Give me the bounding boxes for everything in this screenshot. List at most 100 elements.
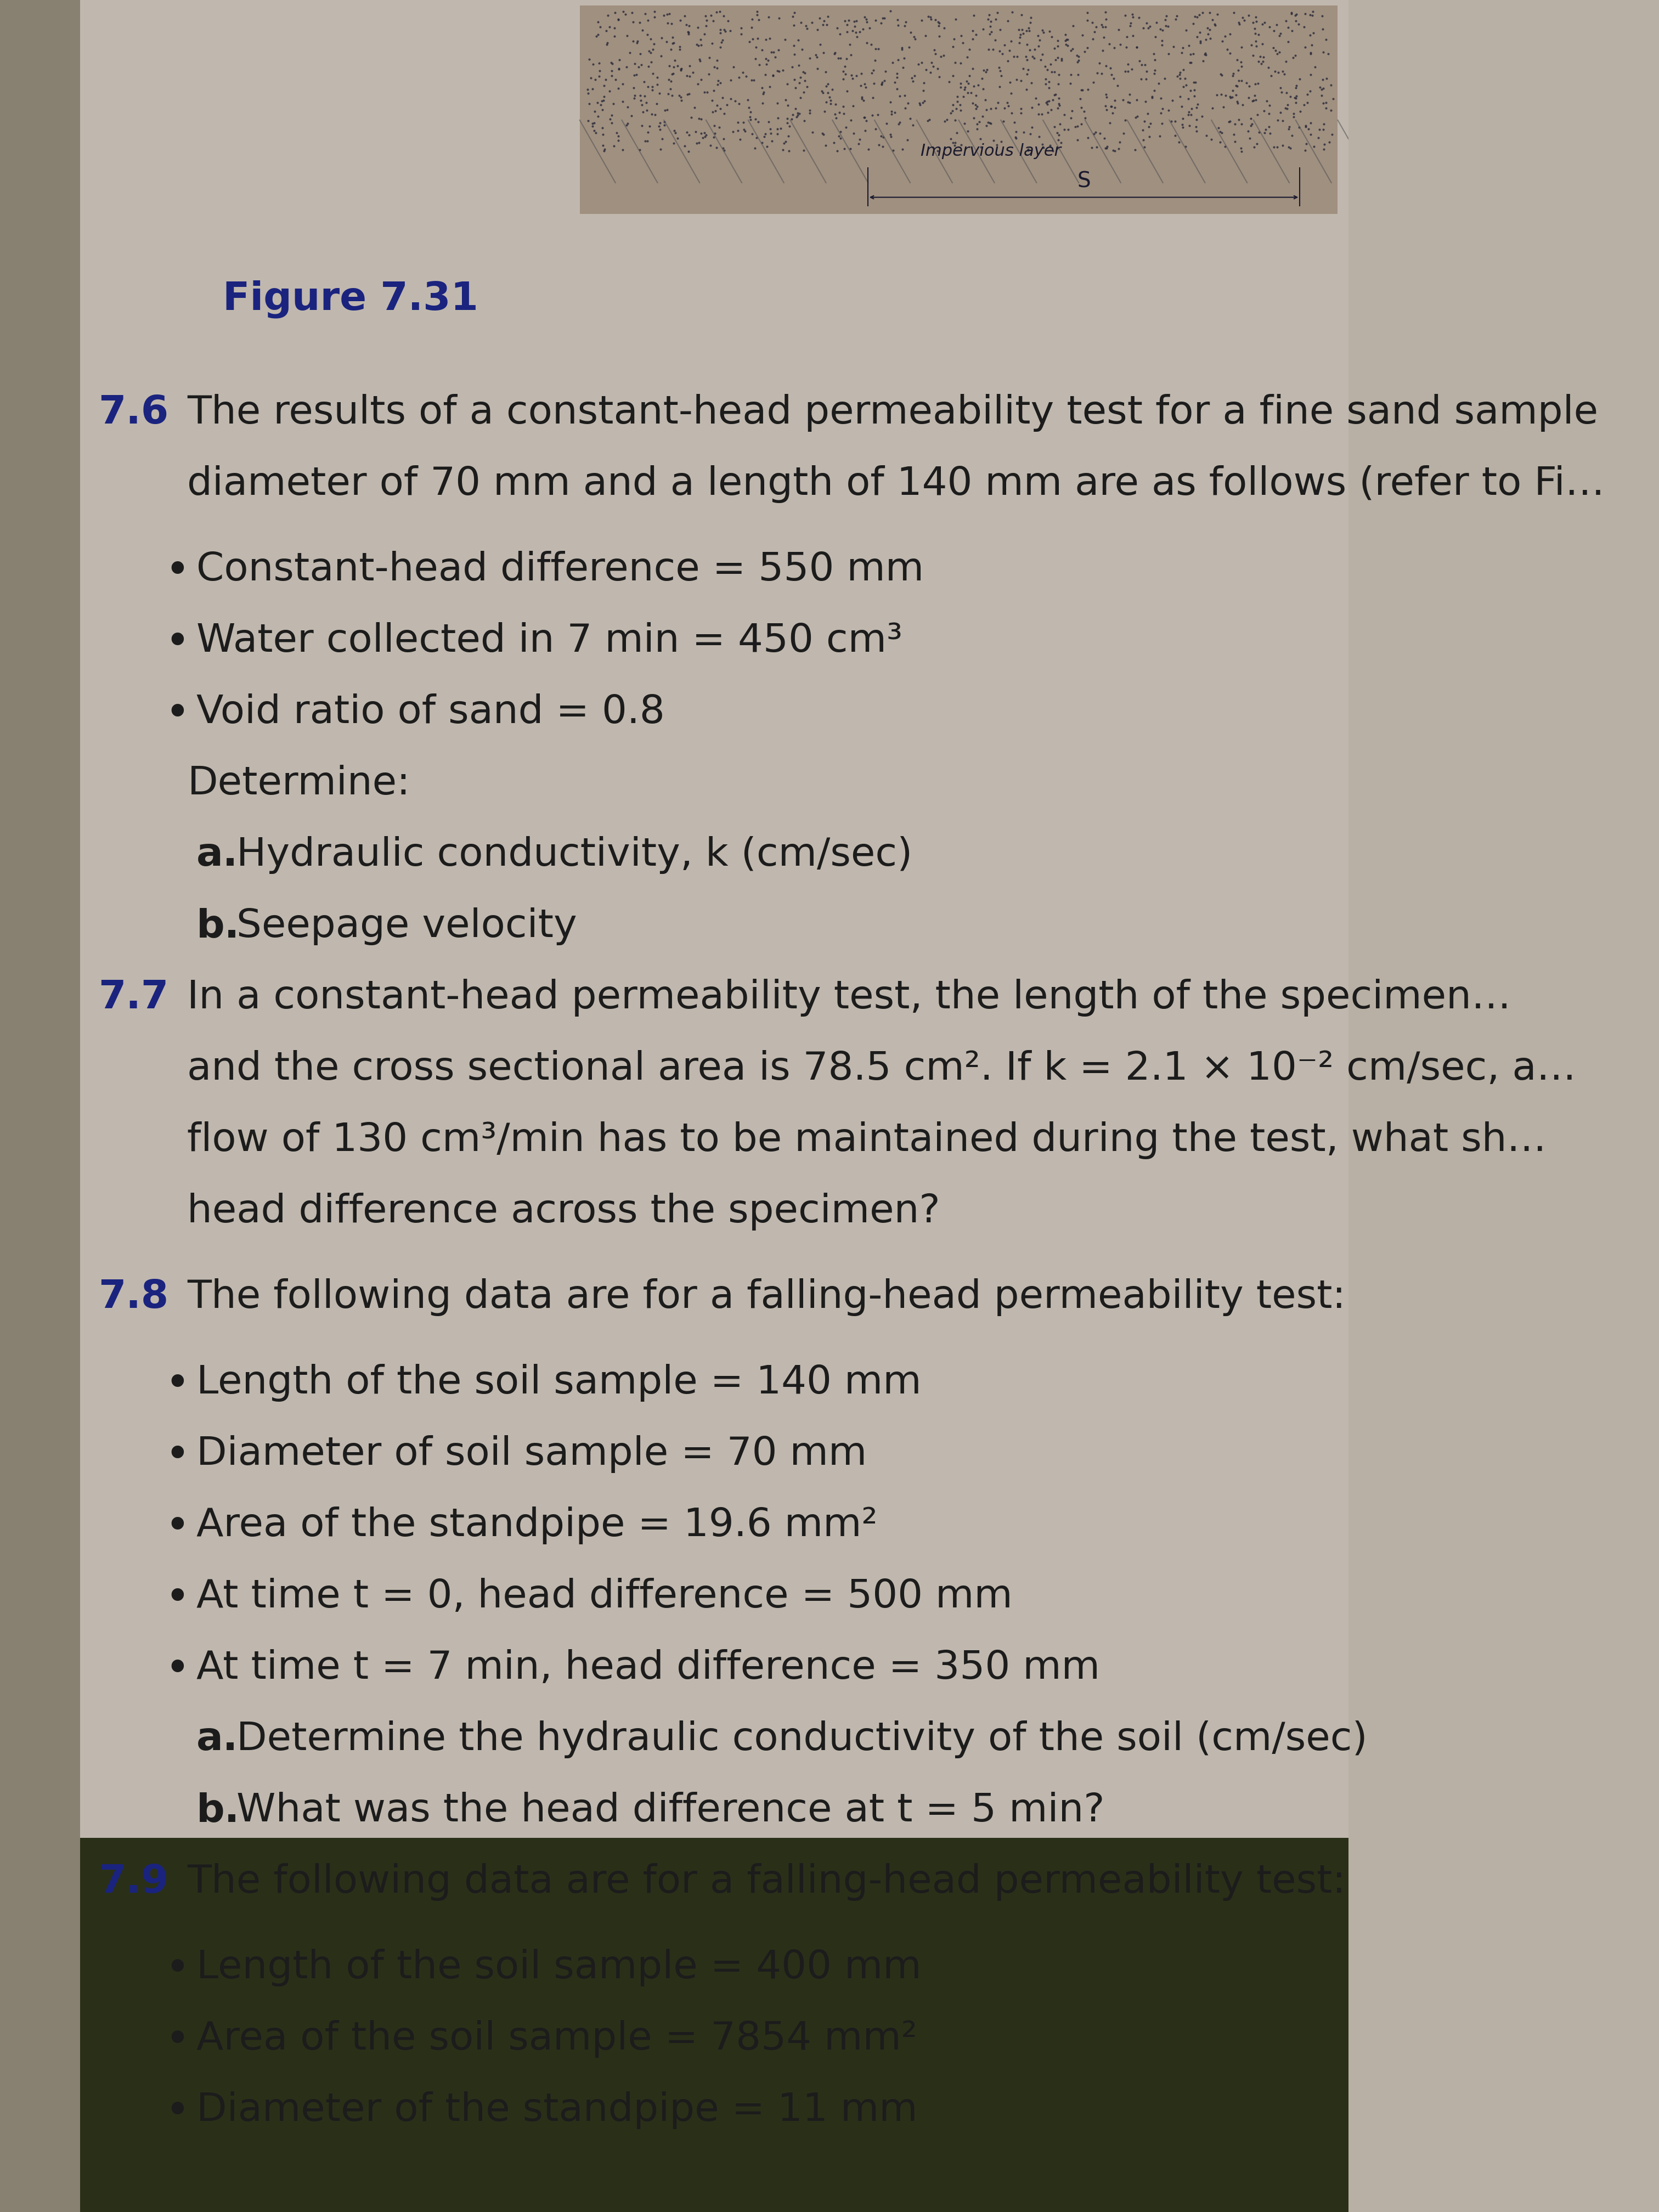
Point	[1267, 15, 1294, 51]
Point	[1039, 93, 1065, 128]
Point	[1282, 2, 1309, 38]
Point	[1234, 113, 1261, 148]
Point	[662, 115, 688, 150]
Point	[1228, 49, 1254, 84]
Point	[1173, 128, 1199, 164]
Point	[826, 95, 853, 131]
Point	[786, 49, 813, 84]
Point	[1153, 0, 1180, 33]
Point	[753, 128, 780, 164]
Text: Hydraulic conductivity, k (cm/sec): Hydraulic conductivity, k (cm/sec)	[236, 836, 912, 874]
Point	[675, 75, 702, 111]
Point	[597, 44, 624, 80]
Point	[649, 122, 675, 157]
Point	[959, 13, 985, 49]
Point	[1146, 119, 1173, 155]
Point	[985, 69, 1012, 104]
Point	[584, 100, 611, 135]
Point	[936, 64, 962, 100]
Point	[599, 97, 625, 133]
Point	[745, 104, 771, 139]
Point	[1317, 66, 1344, 102]
Point	[833, 111, 859, 146]
Point	[889, 31, 916, 66]
Point	[1282, 69, 1309, 104]
Point	[1219, 73, 1246, 108]
Point	[1037, 46, 1063, 82]
Point	[738, 115, 765, 150]
Point	[1042, 77, 1068, 113]
Point	[1282, 0, 1309, 33]
Point	[816, 80, 843, 115]
Point	[743, 29, 770, 64]
Point	[1130, 122, 1156, 157]
Point	[1309, 0, 1335, 33]
Point	[944, 84, 971, 119]
Point	[1010, 15, 1037, 51]
Point	[1045, 66, 1072, 102]
Point	[841, 9, 868, 44]
Point	[1113, 29, 1140, 64]
Point	[1093, 77, 1120, 113]
Point	[1312, 22, 1339, 58]
Point	[803, 38, 830, 73]
Text: b.: b.	[196, 907, 239, 945]
Point	[922, 35, 949, 71]
Point	[838, 131, 864, 166]
Point	[1014, 40, 1040, 75]
Point	[947, 66, 974, 102]
Point	[896, 102, 922, 137]
Point	[1226, 62, 1253, 97]
Point	[707, 64, 733, 100]
Point	[1208, 115, 1234, 150]
Point	[1045, 29, 1072, 64]
Point	[820, 71, 846, 106]
Point	[1047, 106, 1073, 142]
Point	[1045, 88, 1072, 124]
Point	[926, 4, 952, 40]
Point	[1194, 15, 1221, 51]
Point	[839, 115, 866, 150]
Point	[1269, 53, 1296, 88]
Point	[705, 66, 732, 102]
Point	[660, 49, 687, 84]
Point	[773, 124, 800, 159]
Point	[956, 66, 982, 102]
Point	[1244, 97, 1271, 133]
Point	[941, 128, 967, 164]
Point	[919, 49, 946, 84]
Point	[1002, 113, 1029, 148]
Point	[1052, 22, 1078, 58]
Text: •: •	[164, 2090, 191, 2132]
Point	[1163, 2, 1190, 38]
Point	[1282, 38, 1309, 73]
Point	[1133, 84, 1160, 119]
Point	[742, 102, 768, 137]
Point	[765, 100, 791, 135]
Point	[1291, 9, 1317, 44]
Point	[1266, 35, 1292, 71]
Point	[755, 42, 781, 77]
Point	[1022, 31, 1048, 66]
Point	[1264, 7, 1291, 42]
Point	[790, 53, 816, 88]
Point	[758, 35, 785, 71]
Point	[979, 31, 1005, 66]
Point	[639, 97, 665, 133]
Point	[1311, 86, 1337, 122]
Point	[815, 66, 841, 102]
Point	[634, 124, 660, 159]
Point	[710, 131, 737, 166]
Point	[675, 15, 702, 51]
Point	[942, 102, 969, 137]
Point	[627, 82, 654, 117]
Point	[702, 93, 728, 128]
Point	[1083, 55, 1110, 91]
Point	[743, 0, 770, 33]
Point	[1239, 84, 1266, 119]
Point	[1178, 91, 1204, 126]
Point	[1216, 15, 1243, 51]
Point	[1168, 88, 1194, 124]
Point	[1133, 53, 1160, 88]
Point	[1057, 58, 1083, 93]
